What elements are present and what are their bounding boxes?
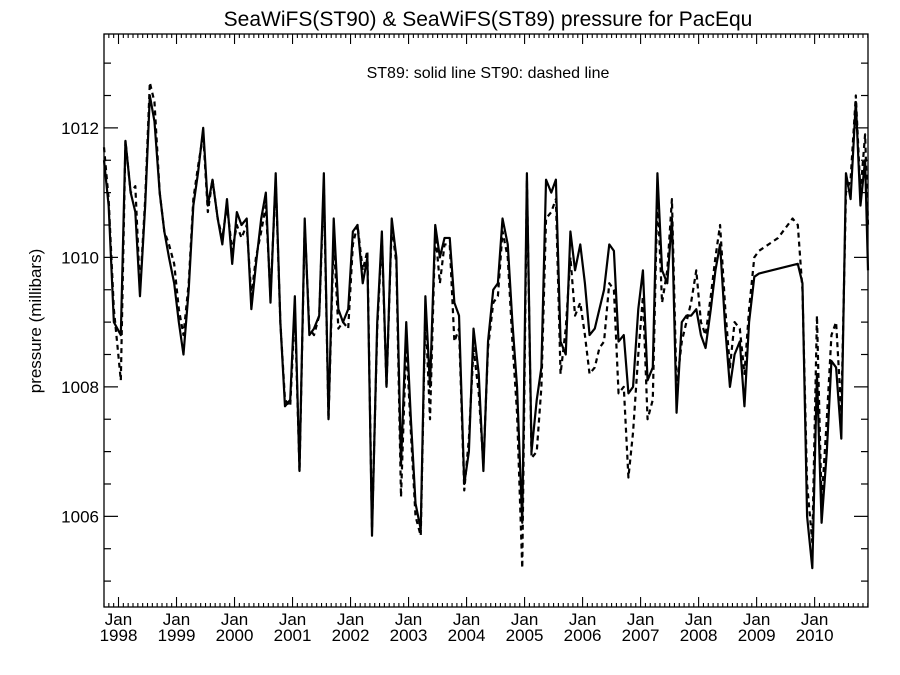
x-tick-month: Jan [511,610,538,629]
x-tick-month: Jan [569,610,596,629]
x-tick-year: 2010 [796,626,834,645]
x-tick-year: 2001 [274,626,312,645]
x-tick-month: Jan [685,610,712,629]
x-tick-month: Jan [337,610,364,629]
x-tick-month: Jan [221,610,248,629]
x-tick-month: Jan [279,610,306,629]
y-tick-label: 1010 [61,248,99,267]
x-tick-year: 2003 [390,626,428,645]
x-tick-year: 1998 [100,626,138,645]
axes [103,33,869,608]
x-tick-month: Jan [743,610,770,629]
x-tick-year: 1999 [158,626,196,645]
plot-frame [103,33,869,608]
x-tick-month: Jan [801,610,828,629]
x-tick-month: Jan [163,610,190,629]
series-st89-line [102,94,870,570]
x-tick-year: 2009 [738,626,776,645]
y-tick-label: 1008 [61,378,99,397]
tick-labels: 1006100810101012Jan1998Jan1999Jan2000Jan… [61,119,833,645]
y-axis-label: pressure (millibars) [26,249,45,394]
x-tick-year: 2004 [448,626,486,645]
x-tick-year: 2000 [216,626,254,645]
x-tick-year: 2005 [506,626,544,645]
series-st90-line [102,81,870,570]
x-tick-year: 2002 [332,626,370,645]
x-tick-year: 2008 [680,626,718,645]
x-tick-month: Jan [105,610,132,629]
series-lines [102,81,870,570]
legend-annotation: ST89: solid line ST90: dashed line [367,65,610,82]
x-tick-year: 2006 [564,626,602,645]
x-tick-month: Jan [395,610,422,629]
y-tick-label: 1012 [61,119,99,138]
x-tick-year: 2007 [622,626,660,645]
x-tick-month: Jan [453,610,480,629]
chart-title: SeaWiFS(ST90) & SeaWiFS(ST89) pressure f… [224,8,753,31]
x-tick-month: Jan [627,610,654,629]
y-tick-label: 1006 [61,507,99,526]
